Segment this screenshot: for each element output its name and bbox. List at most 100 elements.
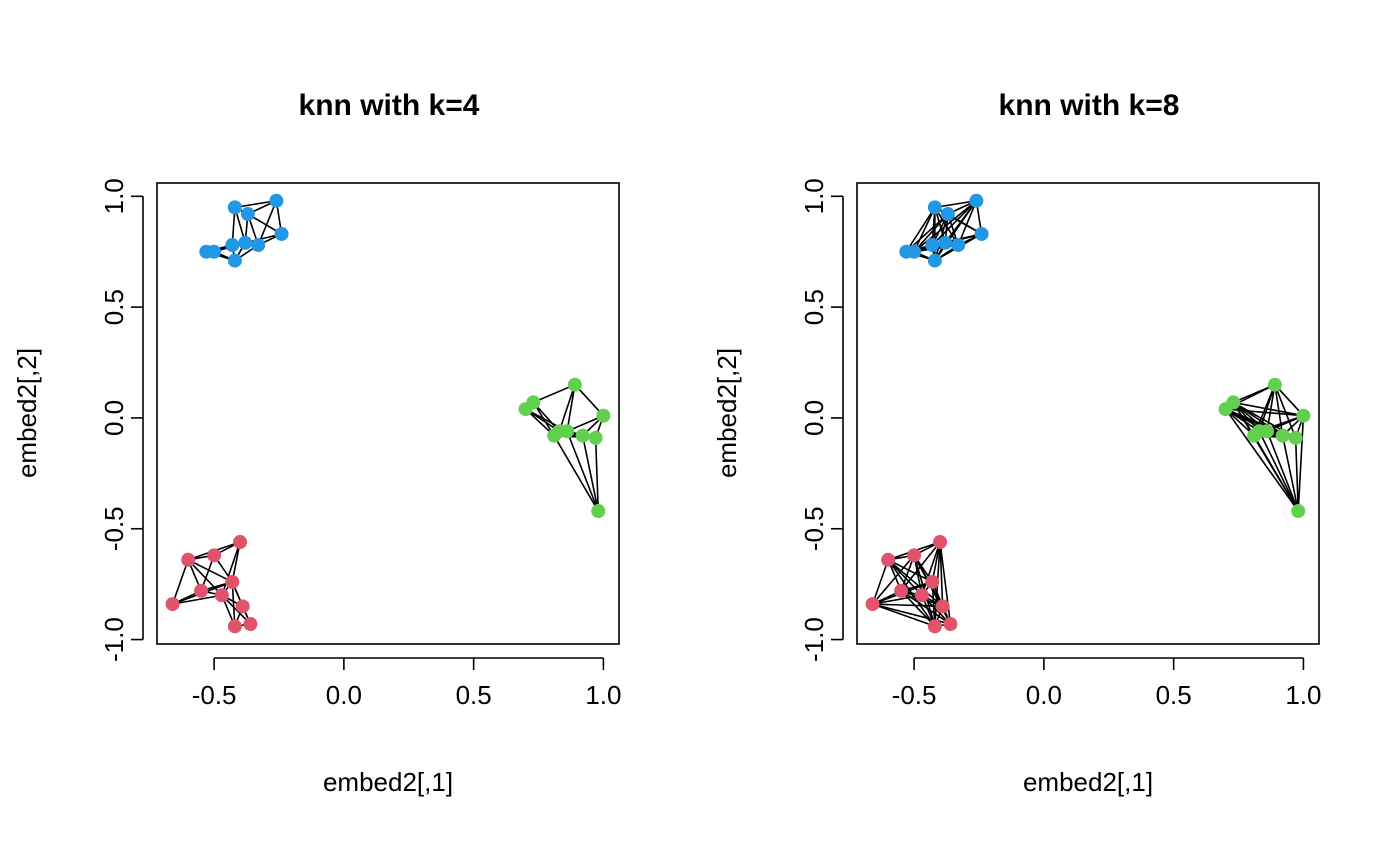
x-tick-label: 0.5 (456, 680, 492, 710)
x-tick-label: -0.5 (192, 680, 237, 710)
x-axis-label: embed2[,1] (1023, 767, 1153, 797)
knn-edge (1274, 384, 1305, 417)
y-tick-label: -1.0 (799, 617, 829, 662)
knn-edge (1258, 430, 1299, 512)
data-point-blue (227, 253, 242, 268)
data-point-red (881, 552, 896, 567)
knn-edge (257, 200, 278, 246)
knn-edge (871, 554, 915, 605)
knn-edge (574, 384, 605, 417)
knn-edge (231, 581, 236, 627)
knn-edge (1266, 384, 1276, 432)
data-point-red (925, 574, 940, 589)
knn-edge (905, 206, 936, 253)
knn-edge (1266, 430, 1299, 512)
data-point-red (165, 597, 180, 612)
knn-edge (172, 594, 223, 605)
knn-edge (533, 383, 576, 404)
knn-k8-panel: knn with k=8 -0.5 0.0 0.5 1.0 -1.0 -0.5 0.0 0.… (712, 89, 1322, 797)
data-point-green (1291, 504, 1306, 519)
data-point-red (894, 583, 909, 598)
knn-edge (934, 199, 977, 209)
data-point-green (1288, 430, 1303, 445)
knn-edge (931, 200, 977, 246)
data-point-blue (225, 238, 240, 253)
data-point-green (1267, 377, 1282, 392)
knn-edge (171, 559, 189, 605)
data-point-blue (227, 200, 242, 215)
data-point-green (1218, 402, 1233, 417)
y-tick-label: 1.0 (799, 178, 829, 214)
y-axis-label: embed2[,2] (712, 348, 742, 478)
knn-edge (558, 384, 576, 432)
data-point-green (591, 504, 606, 519)
y-axis-label: embed2[,2] (12, 348, 42, 478)
data-point-green (596, 408, 611, 423)
data-point-blue (927, 200, 942, 215)
x-axis-ticks: -0.5 0.0 0.5 1.0 (192, 658, 622, 710)
data-point-blue (240, 207, 255, 222)
data-point-red (227, 619, 242, 634)
data-point-green (1247, 428, 1262, 443)
data-point-red (865, 597, 880, 612)
data-point-green (547, 428, 562, 443)
knn-edge (187, 559, 233, 583)
x-axis-ticks: -0.5 0.0 0.5 1.0 (892, 658, 1322, 710)
data-point-green (518, 402, 533, 417)
knn-edge (594, 437, 600, 512)
data-point-red (907, 548, 922, 563)
data-point-green (575, 428, 590, 443)
knn-edge (872, 594, 923, 605)
knn-edge (566, 384, 576, 432)
data-points (165, 193, 611, 634)
knn-edge (1274, 384, 1284, 436)
knn-edge (939, 542, 944, 607)
y-tick-label: -1.0 (99, 617, 129, 662)
data-point-red (214, 588, 229, 603)
x-tick-label: 0.0 (326, 680, 362, 710)
knn-edge (1233, 401, 1304, 417)
data-point-blue (927, 253, 942, 268)
knn-edge (1281, 435, 1300, 512)
knn-edge (939, 541, 952, 625)
data-point-blue (969, 193, 984, 208)
y-tick-label: 0.5 (799, 289, 829, 325)
data-point-red (233, 535, 248, 550)
data-point-blue (925, 238, 940, 253)
y-tick-label: 0.0 (799, 400, 829, 436)
y-tick-label: -0.5 (799, 506, 829, 551)
knn-edge (887, 559, 923, 596)
data-point-blue (269, 193, 284, 208)
data-point-blue (951, 238, 966, 253)
data-point-red (225, 574, 240, 589)
data-point-blue (940, 207, 955, 222)
data-point-red (914, 588, 929, 603)
data-point-red (933, 535, 948, 550)
y-tick-label: 0.0 (99, 400, 129, 436)
knn-edge (566, 430, 599, 512)
data-point-red (927, 619, 942, 634)
data-point-red (235, 599, 250, 614)
data-point-red (943, 617, 958, 632)
knn-edge (581, 435, 600, 512)
x-axis-label: embed2[,1] (323, 767, 453, 797)
y-axis-ticks: -1.0 -0.5 0.0 0.5 1.0 (99, 178, 143, 662)
data-point-green (1296, 408, 1311, 423)
knn-k4-panel: knn with k=4 -0.5 0.0 0.5 1.0 -1.0 -0.5 0.0 0.… (12, 89, 622, 797)
knn-edge (934, 200, 978, 262)
knn-edge (872, 603, 943, 608)
chart-title: knn with k=4 (299, 89, 480, 122)
knn-edge (900, 590, 951, 625)
data-point-red (181, 552, 196, 567)
chart-title: knn with k=8 (999, 89, 1180, 122)
x-tick-label: 0.5 (1156, 680, 1192, 710)
x-tick-label: 1.0 (585, 680, 621, 710)
knn-edge (872, 603, 936, 628)
data-point-blue (274, 226, 289, 241)
knn-edge (1294, 437, 1300, 512)
knn-edge (871, 559, 889, 605)
knn-edge (887, 559, 933, 583)
data-point-green (588, 430, 603, 445)
knn-edge (1274, 384, 1297, 439)
